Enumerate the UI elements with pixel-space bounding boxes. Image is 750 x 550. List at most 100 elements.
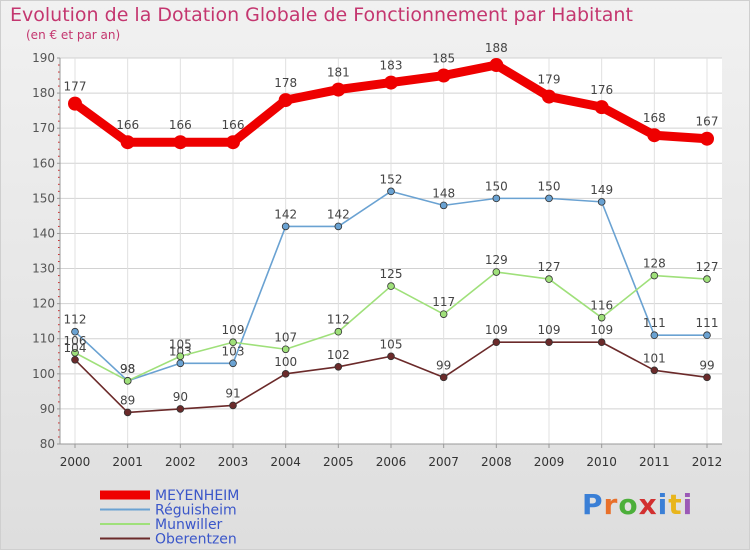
data-point	[176, 359, 185, 368]
data-label: 129	[485, 253, 508, 267]
y-minor-tick	[58, 169, 60, 171]
data-label: 176	[590, 83, 613, 97]
y-minor-tick	[58, 155, 60, 157]
y-minor-tick	[58, 141, 60, 143]
y-minor-tick	[58, 415, 60, 417]
y-minor-tick	[58, 204, 60, 206]
data-label: 104	[64, 341, 87, 355]
data-point	[439, 373, 448, 382]
y-minor-tick	[58, 429, 60, 431]
chart-subtitle: (en € et par an)	[26, 28, 121, 42]
data-label: 168	[643, 111, 666, 125]
x-tick-label: 2007	[428, 455, 459, 469]
y-minor-tick	[58, 282, 60, 284]
y-minor-tick	[58, 394, 60, 396]
data-label: 179	[538, 73, 561, 87]
data-point	[545, 194, 553, 203]
data-point	[173, 135, 188, 150]
logo-letter: i	[682, 488, 694, 521]
x-tick-label: 2011	[639, 455, 670, 469]
data-point	[492, 338, 501, 347]
y-minor-tick	[58, 211, 60, 213]
y-minor-tick	[58, 317, 60, 319]
data-label: 112	[64, 313, 87, 327]
data-label: 181	[327, 66, 350, 80]
series-oberentzen: 104 89 90 91 100 102 105 99 109 109 109 101 99	[64, 323, 715, 417]
x-tick-label: 2004	[270, 455, 301, 469]
data-label: 142	[274, 207, 297, 221]
y-minor-tick	[58, 254, 60, 256]
legend-label: MEYENHEIM	[155, 488, 239, 504]
y-minor-tick	[58, 183, 60, 185]
data-point	[703, 331, 711, 340]
data-point	[176, 352, 185, 361]
data-label: 99	[699, 358, 714, 372]
y-minor-tick	[58, 331, 60, 333]
y-minor-tick	[58, 113, 60, 115]
data-point	[68, 96, 82, 111]
data-label: 98	[120, 362, 135, 376]
data-point	[597, 198, 606, 206]
chart-title: Evolution de la Dotation Globale de Fonc…	[10, 4, 633, 26]
y-minor-tick	[58, 120, 60, 122]
y-minor-tick	[58, 218, 60, 220]
y-tick-label: 180	[32, 86, 55, 100]
x-tick-label: 2005	[323, 455, 354, 469]
data-point	[492, 194, 501, 203]
y-minor-tick	[58, 71, 60, 73]
proxiti-logo: Proxiti	[582, 488, 693, 521]
data-label: 107	[274, 330, 297, 344]
data-point	[334, 222, 343, 231]
y-minor-tick	[58, 401, 60, 403]
x-tick-label: 2006	[376, 455, 407, 469]
data-label: 188	[485, 41, 508, 55]
y-minor-tick	[58, 261, 60, 263]
y-minor-tick	[58, 296, 60, 298]
y-minor-tick	[58, 436, 60, 438]
data-label: 112	[327, 313, 350, 327]
y-tick-label: 140	[32, 226, 55, 240]
data-label: 109	[538, 323, 561, 337]
data-label: 102	[327, 348, 350, 362]
y-minor-tick	[58, 380, 60, 382]
data-label: 99	[436, 358, 451, 372]
y-minor-tick	[58, 78, 60, 80]
data-label: 148	[432, 186, 455, 200]
data-label: 90	[173, 390, 188, 404]
x-tick-label: 2003	[218, 455, 249, 469]
data-point	[176, 405, 185, 413]
data-point	[700, 131, 714, 146]
data-point	[384, 75, 398, 90]
data-label: 111	[643, 316, 666, 330]
data-point	[542, 89, 556, 104]
series-meyenheim: 177 166 166 166 178 181 183 185 188 179 176 168 167	[64, 41, 718, 150]
data-label: 89	[120, 393, 135, 407]
data-label: 116	[590, 299, 613, 313]
x-tick-label: 2001	[112, 455, 143, 469]
data-label: 142	[327, 207, 350, 221]
data-label: 149	[590, 183, 613, 197]
data-label: 106	[64, 334, 87, 348]
y-minor-tick	[58, 99, 60, 101]
data-label: 166	[169, 118, 192, 132]
data-label: 109	[222, 323, 245, 337]
logo-letter: t	[668, 488, 683, 521]
y-tick-label: 170	[32, 121, 55, 135]
data-point	[387, 352, 395, 361]
data-point	[545, 275, 553, 283]
data-point	[226, 135, 240, 150]
data-point	[334, 362, 343, 371]
data-label: 150	[538, 179, 561, 193]
data-label: 117	[432, 295, 455, 309]
data-point	[489, 58, 504, 73]
data-point	[278, 93, 293, 108]
data-label: 128	[643, 257, 666, 271]
data-label: 177	[64, 80, 87, 94]
y-tick-label: 130	[32, 262, 55, 276]
data-point	[594, 100, 609, 115]
data-point	[545, 338, 553, 347]
y-minor-tick	[58, 134, 60, 136]
data-label: 152	[380, 172, 403, 186]
